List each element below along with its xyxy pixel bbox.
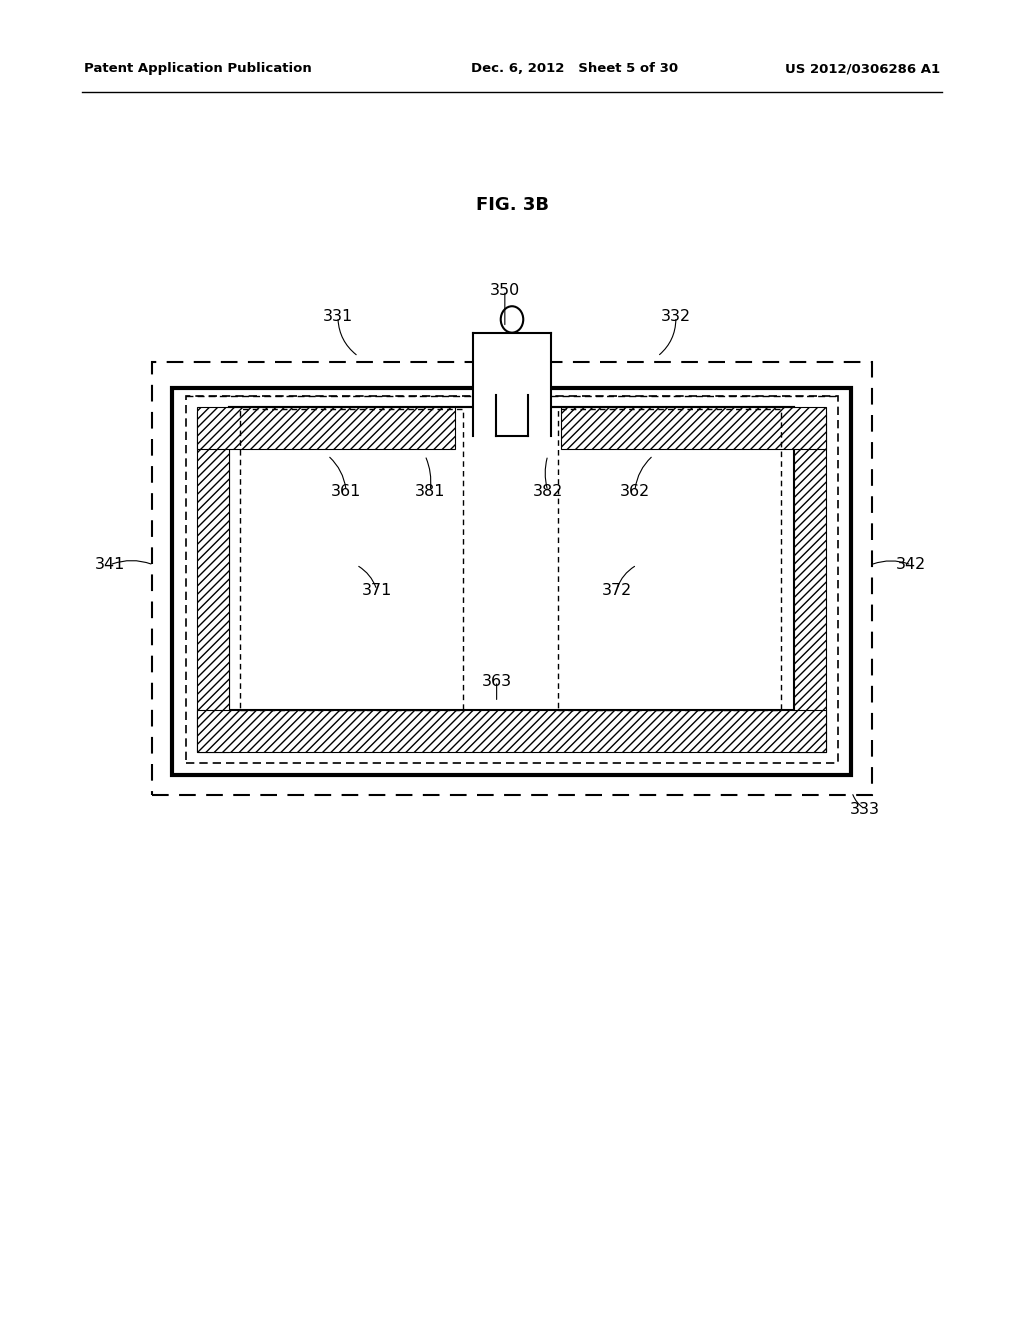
Bar [473, 385, 551, 391]
Bar [229, 407, 794, 710]
Text: 372: 372 [601, 582, 632, 598]
Ellipse shape [501, 306, 523, 333]
Text: FIG. 3B: FIG. 3B [475, 195, 549, 214]
Text: 333: 333 [850, 801, 881, 817]
Bar [197, 412, 229, 752]
Text: 361: 361 [331, 483, 361, 499]
Text: 362: 362 [620, 483, 650, 499]
Bar [558, 409, 781, 710]
Text: Patent Application Publication: Patent Application Publication [84, 62, 311, 75]
Text: 332: 332 [660, 309, 691, 325]
Text: 341: 341 [94, 557, 125, 573]
Text: 350: 350 [489, 282, 520, 298]
Bar [172, 388, 851, 775]
Text: 331: 331 [323, 309, 353, 325]
Bar [794, 412, 826, 752]
Bar [561, 407, 826, 449]
Text: 363: 363 [481, 673, 512, 689]
Bar [152, 362, 872, 795]
Text: US 2012/0306286 A1: US 2012/0306286 A1 [785, 62, 940, 75]
Text: 382: 382 [532, 483, 563, 499]
Text: 342: 342 [896, 557, 927, 573]
Text: Dec. 6, 2012   Sheet 5 of 30: Dec. 6, 2012 Sheet 5 of 30 [471, 62, 678, 75]
Bar [473, 333, 551, 441]
Bar [197, 710, 826, 752]
Bar [186, 396, 838, 763]
Bar [197, 407, 455, 449]
Text: 371: 371 [361, 582, 392, 598]
Text: 381: 381 [415, 483, 445, 499]
Bar [240, 409, 463, 710]
